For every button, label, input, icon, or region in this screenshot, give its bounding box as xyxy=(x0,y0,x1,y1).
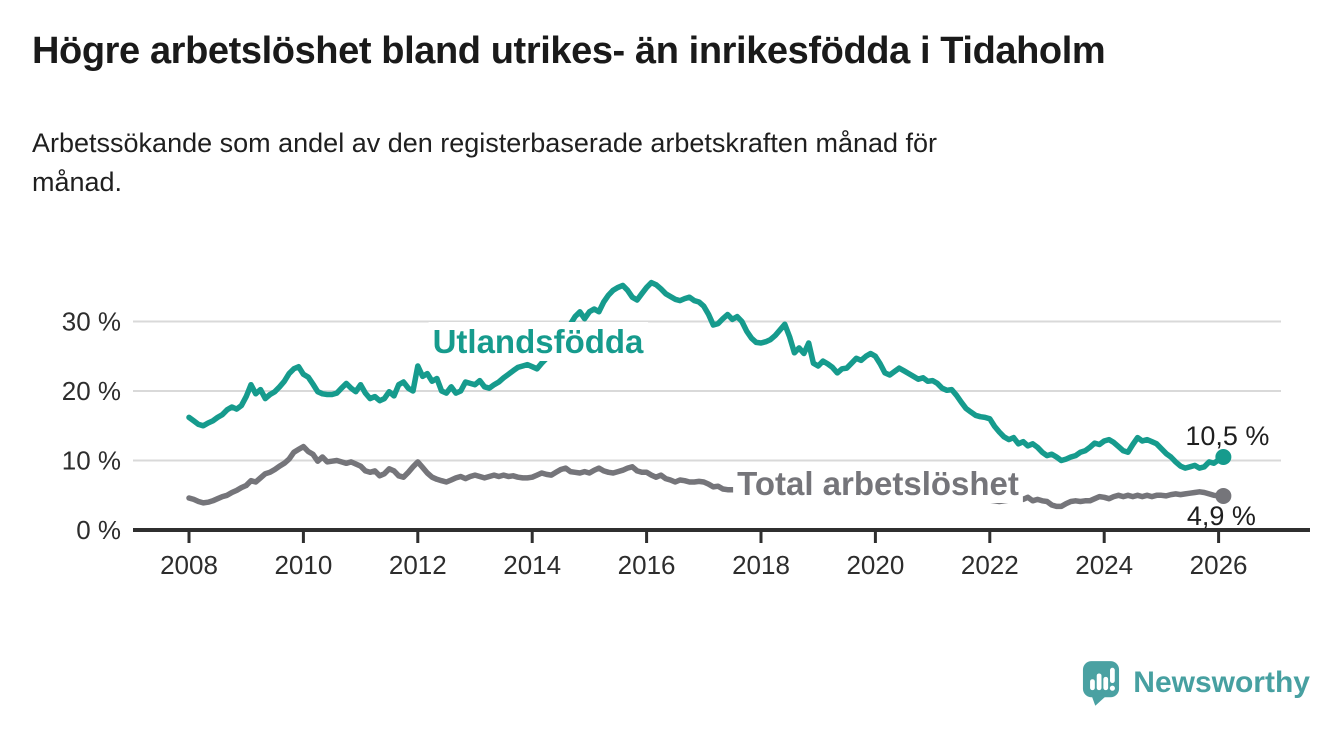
x-tick-label-2022: 2022 xyxy=(961,550,1019,580)
x-tick-label-2024: 2024 xyxy=(1075,550,1133,580)
y-tick-label-30: 30 % xyxy=(62,307,121,337)
series-end-value-total-arbetsl-shet: 4,9 % xyxy=(1187,501,1256,531)
series-line-total-arbetsl-shet xyxy=(186,443,1227,510)
x-tick-label-2020: 2020 xyxy=(846,550,904,580)
series-label-bg-total-arbetsl-shet xyxy=(733,464,1023,503)
logo-bar-tall xyxy=(1097,673,1102,691)
x-tick-label-2016: 2016 xyxy=(618,550,676,580)
series-label-total-arbetsl-shet: Total arbetslöshet xyxy=(737,465,1019,502)
series-line-utlandsf-dda xyxy=(186,279,1227,471)
chart-subtitle: Arbetssökande som andel av den registerb… xyxy=(32,124,1272,202)
logo-exclamation-bar xyxy=(1110,667,1116,683)
newsworthy-logo: Newsworthy xyxy=(1082,660,1310,706)
series-end-value-utlandsf-dda: 10,5 % xyxy=(1185,421,1269,451)
x-tick-label-2014: 2014 xyxy=(503,550,561,580)
chart-subtitle-line2: månad. xyxy=(32,166,123,197)
y-tick-label-0: 0 % xyxy=(76,515,121,545)
y-tick-label-10: 10 % xyxy=(62,446,121,476)
series-label-bg-utlandsf-dda xyxy=(428,322,649,361)
logo-bubble-tail xyxy=(1091,695,1107,706)
logo-bar-small xyxy=(1090,679,1096,691)
y-tick-label-20: 20 % xyxy=(62,376,121,406)
x-tick-label-2010: 2010 xyxy=(274,550,332,580)
series-label-utlandsf-dda: Utlandsfödda xyxy=(433,323,644,360)
x-tick-label-2012: 2012 xyxy=(389,550,447,580)
logo-bar-medium xyxy=(1103,676,1109,691)
unemployment-line-chart: 2008 2010 2012 2014 2016 2018 2020 2022 2024 2026… xyxy=(62,279,1310,580)
newsworthy-chart-bubble-icon xyxy=(1083,661,1120,706)
chart-subtitle-line1: Arbetssökande som andel av den registerb… xyxy=(32,128,938,158)
page-title: Högre arbetslöshet bland utrikes- än inr… xyxy=(32,30,1106,72)
newsworthy-logo-text: Newsworthy xyxy=(1133,666,1310,699)
series-end-dot-total-arbetsl-shet xyxy=(1215,487,1232,504)
x-tick-label-2026: 2026 xyxy=(1190,550,1248,580)
x-tick-label-2018: 2018 xyxy=(732,550,790,580)
x-tick-label-2008: 2008 xyxy=(160,550,218,580)
logo-exclamation-dot xyxy=(1110,685,1116,691)
series-end-dot-utlandsf-dda xyxy=(1215,449,1232,466)
